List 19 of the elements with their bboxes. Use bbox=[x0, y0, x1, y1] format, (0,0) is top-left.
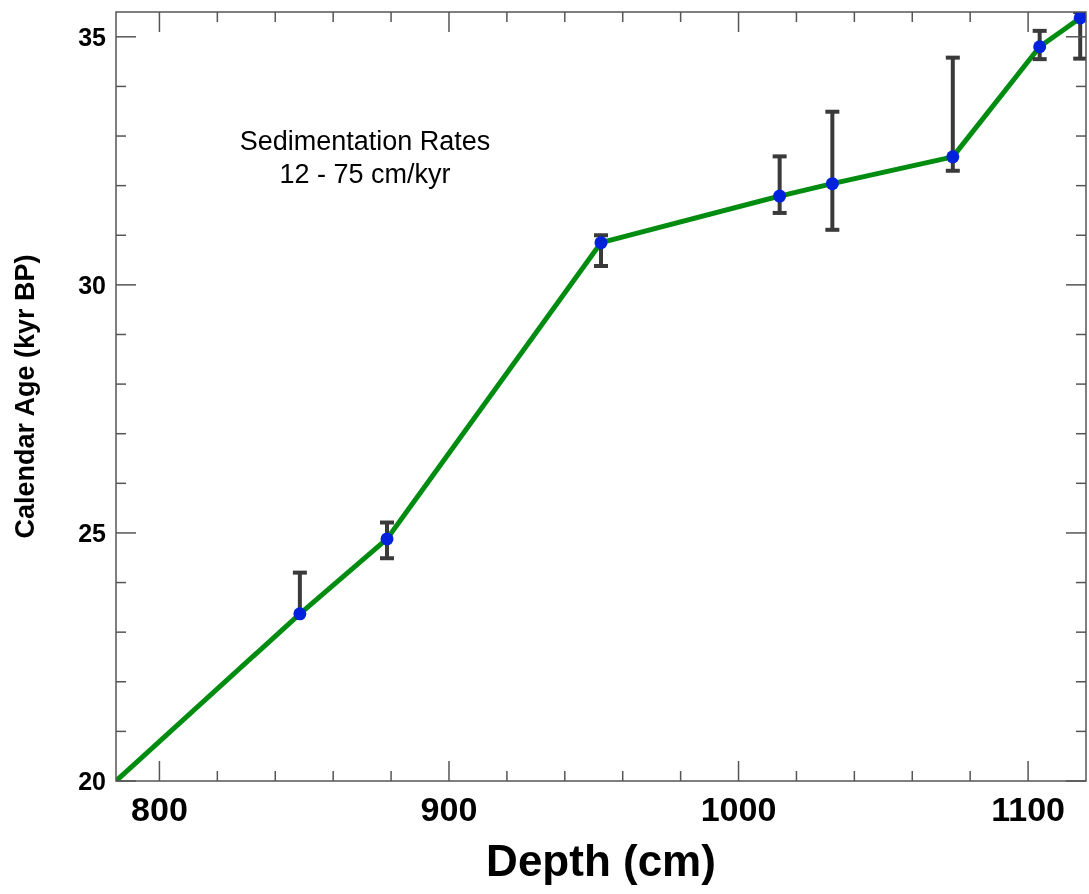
point bbox=[1073, 12, 1086, 25]
y-tick-label: 30 bbox=[78, 270, 106, 299]
x-tick-label: 900 bbox=[420, 790, 478, 828]
point bbox=[946, 150, 960, 164]
point bbox=[380, 532, 394, 546]
x-tick-label: 1000 bbox=[700, 790, 777, 828]
x-tick-label: 1100 bbox=[991, 790, 1065, 828]
y-tick-label: 35 bbox=[78, 22, 107, 51]
point bbox=[293, 607, 307, 621]
point bbox=[594, 236, 608, 250]
x-tick-label: 800 bbox=[131, 790, 188, 828]
x-axis-title: Depth (cm) bbox=[486, 836, 716, 885]
point bbox=[773, 189, 787, 203]
annotation: Sedimentation Rates 12 - 75 cm/kyr bbox=[239, 126, 491, 189]
y-tick-label: 25 bbox=[78, 518, 107, 547]
point bbox=[825, 177, 839, 191]
y-axis-title: Calendar Age (kyr BP) bbox=[10, 254, 40, 539]
point bbox=[1033, 40, 1047, 54]
y-tick-label: 20 bbox=[78, 766, 106, 795]
